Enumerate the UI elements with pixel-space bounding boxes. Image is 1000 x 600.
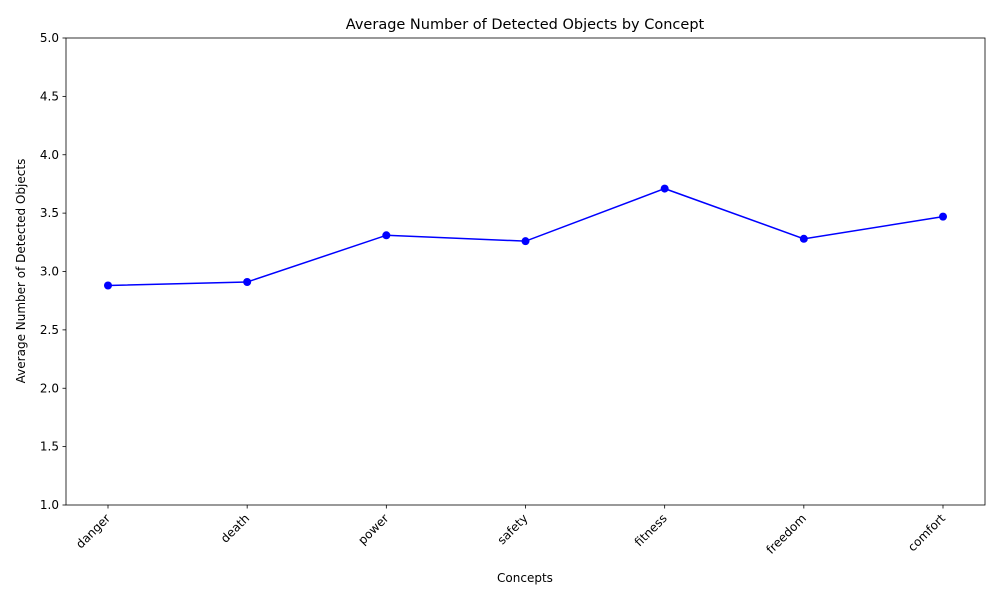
data-point: [243, 278, 252, 287]
data-point: [382, 231, 391, 240]
y-tick-label: 1.5: [40, 440, 59, 454]
data-point: [104, 281, 112, 290]
y-tick-label: 5.0: [40, 31, 59, 45]
y-tick-label: 2.0: [40, 381, 59, 395]
y-tick-label: 4.5: [40, 89, 59, 103]
y-tick-label: 1.0: [40, 498, 59, 512]
y-tick-label: 3.0: [40, 265, 59, 279]
data-point: [939, 212, 947, 221]
data-point: [521, 237, 530, 246]
y-tick-label: 2.5: [40, 323, 59, 337]
y-axis-label: Average Number of Detected Objects: [14, 159, 28, 384]
x-axis-label: Concepts: [497, 571, 553, 585]
plot-area: [104, 184, 947, 290]
y-tick-label: 3.5: [40, 206, 59, 220]
y-tick-label: 4.0: [40, 148, 59, 162]
data-point: [660, 184, 669, 193]
data-point: [799, 234, 808, 243]
chart-title: Average Number of Detected Objects by Co…: [346, 17, 705, 33]
